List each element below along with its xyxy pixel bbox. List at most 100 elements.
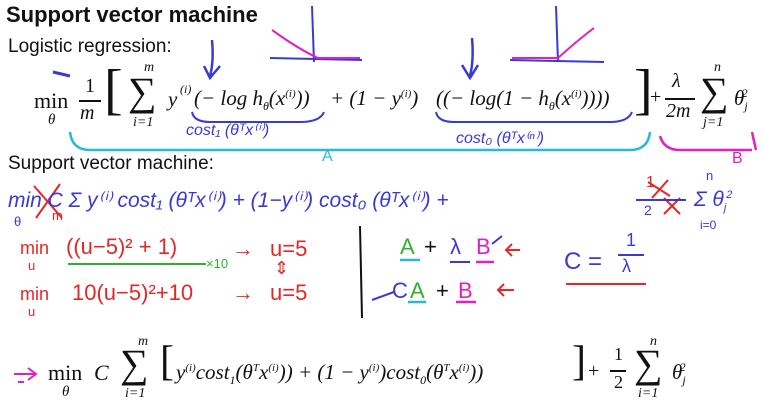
final-body: y(i)cost1(θTx(i))) + (1 − y(i))cost0(θTx… <box>176 360 484 388</box>
term1-part2: (x <box>268 86 286 110</box>
lambda-fraction-bar <box>665 98 695 100</box>
term2-part2: (x <box>554 86 572 110</box>
cost1-term: (− log hθ(x(i))) <box>194 86 310 114</box>
final-half-den: 2 <box>614 372 623 392</box>
final-cost1: cost <box>195 360 230 384</box>
svm-reg-sum-text: Σ θ <box>694 188 724 211</box>
left-bracket: [ <box>104 59 123 121</box>
red2-result: u=5 <box>270 280 308 305</box>
final-theta-j: θj2 <box>672 360 692 388</box>
c-fraction-bar <box>618 254 644 256</box>
red1-expression: ((u−5)² + 1) <box>66 234 178 259</box>
sum-lower-limit: i=1 <box>133 115 154 130</box>
final-y: y <box>176 360 186 384</box>
one-minus-y-text: + (1 − y <box>330 86 401 110</box>
svm-crossed-m: m <box>52 208 63 223</box>
final-right-bracket: ] <box>572 339 586 385</box>
final-left-bracket: [ <box>160 339 174 385</box>
svm-reg-sup: 2 <box>726 189 733 201</box>
final-theta-sub: j <box>682 373 686 388</box>
eq1-b: B <box>476 234 491 259</box>
right-bracket: ] <box>634 59 653 121</box>
term1-part1: (− log h <box>194 86 263 110</box>
final-y-sup: (i) <box>185 362 196 374</box>
cost0-annotation: cost₀ (θᵀx⁽ⁿ⁾) <box>456 130 544 147</box>
fraction-numerator: 1 <box>85 75 95 97</box>
final-arg2: (θ <box>426 360 444 384</box>
eq1-lambda: λ <box>450 234 461 259</box>
one-minus-y-term: + (1 − y(i)) <box>330 86 419 110</box>
eq2-b: B <box>458 278 473 303</box>
red1-result: u=5 <box>270 236 308 261</box>
y-variable: y <box>168 87 178 111</box>
term2-part3: )))) <box>581 86 610 110</box>
plus-sign: + <box>650 86 662 108</box>
eq2-plus: + <box>436 278 449 303</box>
svm-reg-upper: n <box>706 168 714 183</box>
eq2-a: A <box>410 278 425 303</box>
final-C: C <box>94 360 109 385</box>
theta-superscript: 2 <box>741 86 748 100</box>
final-sum2-symbol: ∑ <box>634 341 663 386</box>
min-operator: min <box>34 88 69 113</box>
logistic-regression-label: Logistic regression: <box>8 36 172 57</box>
final-theta-sup: 2 <box>679 360 686 374</box>
svm-label: Support vector machine: <box>8 153 214 174</box>
term2-part1: ((− log(1 − h <box>436 86 549 110</box>
final-sum2-lower: i=1 <box>638 386 659 401</box>
final-theta: θ <box>672 360 683 384</box>
sum-symbol: ∑ <box>128 69 157 114</box>
svm-handwritten-formula: min C Σ y⁽ⁱ⁾ cost₁ (θᵀx⁽ⁱ⁾) + (1−y⁽ⁱ⁾) c… <box>8 189 449 212</box>
svm-reg-lower: i=0 <box>700 218 717 232</box>
final-plus: + <box>588 360 600 382</box>
y-superscript: (i) <box>180 82 192 96</box>
red1-min: min <box>20 238 50 258</box>
final-half-bar <box>610 370 626 372</box>
sum-upper-limit: m <box>144 60 155 75</box>
final-sum2-upper: n <box>650 334 657 349</box>
final-arg2-end: )) <box>469 360 484 384</box>
c-numerator: 1 <box>626 230 637 250</box>
final-sum-symbol: ∑ <box>120 341 149 386</box>
fraction-bar <box>79 100 101 102</box>
red1-arrow: → <box>232 236 254 261</box>
final-x1-sup: (i) <box>268 362 279 374</box>
final-cost0: cost <box>386 360 421 384</box>
red2-min: min <box>20 284 50 304</box>
final-x1: x <box>258 360 269 384</box>
final-half-num: 1 <box>614 344 623 364</box>
red1-times-ten: ×10 <box>206 256 229 271</box>
theta-subscript: j <box>744 99 748 114</box>
cost0-term: ((− log(1 − hθ(x(i))))) <box>436 86 610 114</box>
eq1-plus: + <box>424 234 437 259</box>
final-sum-lower: i=1 <box>125 386 146 401</box>
final-arg1: (θ <box>235 360 253 384</box>
svm-reg-denominator: 2 <box>644 202 652 218</box>
final-T2: T <box>443 362 450 374</box>
min-subscript-theta: θ <box>48 112 56 128</box>
final-arg1-end: )) + (1 − y <box>278 360 369 384</box>
final-cost1-sub: 1 <box>229 373 236 388</box>
slide-title: Support vector machine <box>6 2 258 27</box>
term1-part3: )) <box>295 86 310 110</box>
final-x2: x <box>449 360 459 384</box>
updown-arrow: ⇕ <box>274 258 290 278</box>
lambda-numerator: λ <box>672 70 681 92</box>
svm-min-theta: θ <box>14 214 22 229</box>
red2-arrow: → <box>232 280 254 305</box>
c-denominator: λ <box>622 256 631 276</box>
sum2-lower-limit: j=1 <box>703 115 724 130</box>
svm-reg-numerator: 1 <box>646 174 655 191</box>
eq2-c: C <box>392 278 408 303</box>
lambda-denominator: 2m <box>666 100 691 122</box>
sum2-upper-limit: n <box>714 60 721 75</box>
eq1-a: A <box>400 234 415 259</box>
svm-reg-sub: j <box>723 202 727 215</box>
svm-reg-sum: Σ θj2 <box>694 188 732 214</box>
red2-u: u <box>28 304 36 319</box>
final-y2-sup: (i) <box>368 362 380 374</box>
brace-label-a: A <box>322 148 333 165</box>
